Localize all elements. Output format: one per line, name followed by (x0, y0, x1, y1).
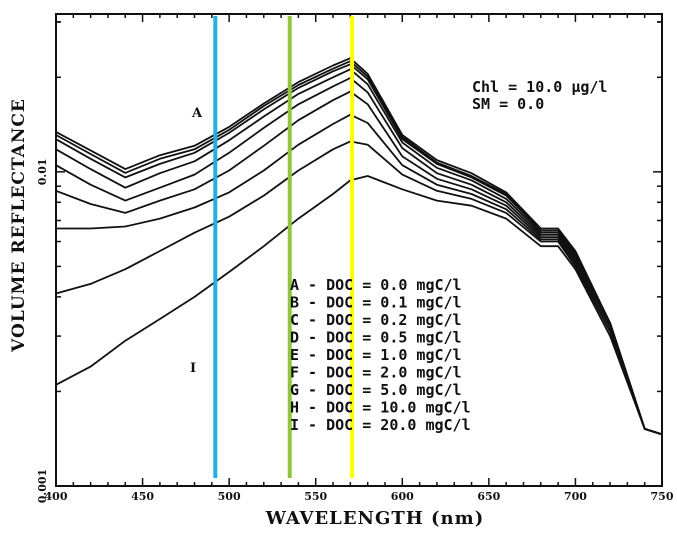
curve-e (55, 77, 663, 436)
legend-entry: I - DOC = 20.0 mgC/l (290, 416, 471, 434)
curve-f (55, 90, 663, 436)
x-tick-label: 450 (131, 490, 154, 503)
curve-g (56, 113, 663, 436)
legend-entry: D - DOC = 0.5 mgC/l (290, 329, 462, 347)
x-tick-label: 550 (304, 490, 327, 503)
y-tick-label: 0.001 (36, 469, 49, 503)
curve-i (55, 175, 663, 436)
curve-c (55, 63, 663, 436)
legend-entry: B - DOC = 0.1 mgC/l (290, 294, 462, 312)
x-axis-label: WAVELENGTH (nm) (265, 508, 484, 529)
x-tick-label: 600 (391, 490, 414, 503)
legend-entry: E - DOC = 1.0 mgC/l (290, 346, 462, 364)
annotation-chl: Chl = 10.0 μg/l (472, 78, 607, 96)
curve-label-first: A (191, 106, 203, 121)
reflectance-curves (55, 57, 663, 436)
y-tick-labels: 0.001 0.01 (36, 158, 49, 503)
curve-a (55, 57, 663, 436)
vertical-marker-lines (213, 16, 355, 478)
curve-h (55, 140, 663, 436)
legend-entry: F - DOC = 2.0 mgC/l (290, 364, 462, 382)
y-tick-label: 0.01 (36, 158, 49, 185)
x-tick-label: 500 (218, 490, 241, 503)
plot-frame (55, 13, 663, 487)
curve-label-last: I (190, 361, 196, 376)
annotation-sm: SM = 0.0 (472, 95, 544, 113)
legend-entry: C - DOC = 0.2 mgC/l (290, 311, 462, 329)
tick-marks (55, 14, 663, 487)
legend-entry: G - DOC = 5.0 mgC/l (290, 381, 462, 399)
legend-entry: H - DOC = 10.0 mgC/l (290, 399, 471, 417)
legend-entry: A - DOC = 0.0 mgC/l (290, 276, 462, 294)
x-tick-label: 750 (651, 490, 674, 503)
x-tick-label: 700 (564, 490, 587, 503)
legend: A - DOC = 0.0 mgC/lB - DOC = 0.1 mgC/lC … (290, 276, 471, 434)
y-axis-label: VOLUME REFLECTANCE (9, 98, 29, 353)
x-tick-labels: 400 450 500 550 600 650 700 750 (45, 490, 674, 503)
x-tick-label: 400 (45, 490, 68, 503)
x-tick-label: 650 (477, 490, 500, 503)
curve-d (55, 68, 663, 436)
